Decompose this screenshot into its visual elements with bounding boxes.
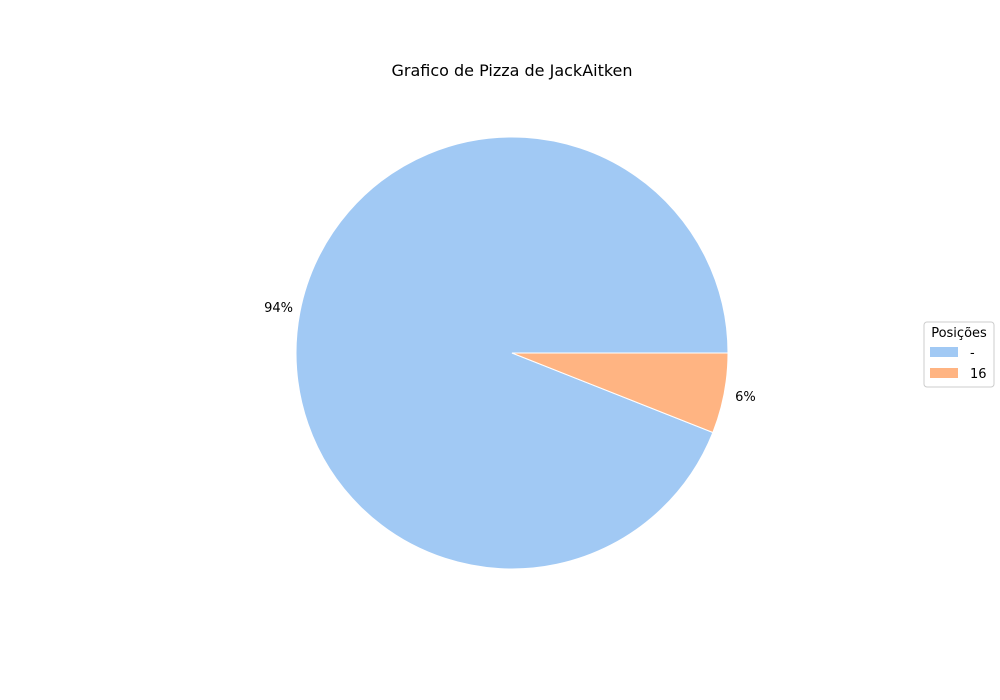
legend-label-1: 16: [970, 367, 987, 382]
pie-percent-labels: 94% 6%: [264, 301, 756, 405]
legend: Posições - 16: [923, 321, 995, 388]
pie-slice-1: [511, 352, 729, 434]
pie-slices: [295, 136, 729, 570]
pie-percent-label-0: 94%: [264, 301, 293, 316]
legend-label-0: -: [970, 346, 975, 361]
legend-swatch-0: [930, 347, 958, 357]
chart-title: Grafico de Pizza de JackAitken: [391, 61, 632, 80]
legend-title: Posições: [931, 326, 987, 341]
legend-swatch-1: [930, 368, 958, 378]
pie-percent-label-1: 6%: [735, 390, 756, 405]
